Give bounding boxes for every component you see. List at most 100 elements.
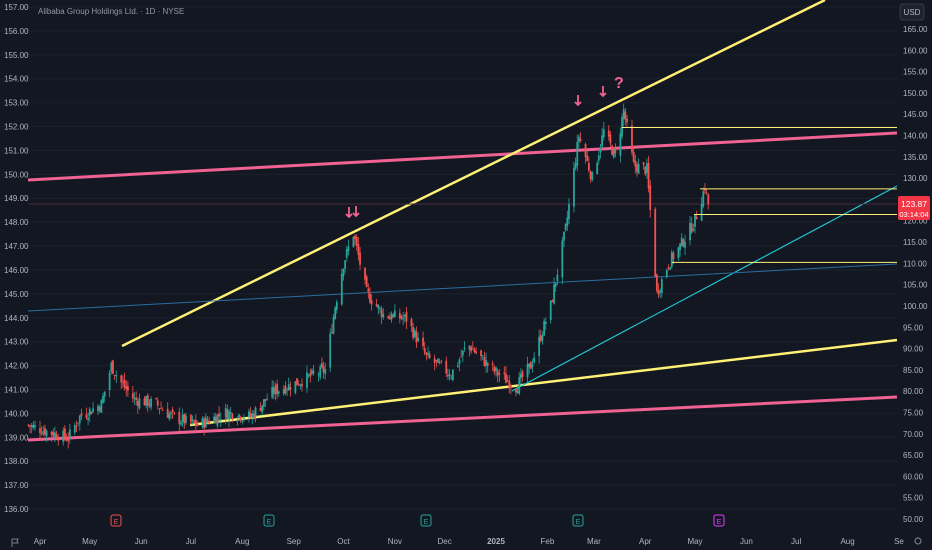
candle-body (586, 155, 589, 161)
candle-body (702, 191, 705, 207)
candle-body (498, 373, 501, 376)
right-axis-tick: 115.00 (903, 238, 927, 247)
candle-body (614, 147, 617, 154)
bar-countdown: 03:14:04 (899, 210, 928, 219)
candle-body (345, 249, 348, 258)
time-axis-tick: Sep (287, 537, 302, 546)
candle-body (254, 407, 257, 417)
candle-body (54, 432, 56, 438)
left-axis[interactable]: 157.00 156.00 155.00 154.00 153.00 152.00 151.… (4, 3, 29, 514)
candle-body (173, 412, 176, 414)
candle-body (690, 223, 693, 233)
candle-body (206, 419, 209, 422)
earnings-label: E (267, 519, 272, 526)
candle-body (135, 398, 138, 400)
candle-body (133, 397, 136, 400)
candle-body (445, 360, 448, 374)
candle-body (435, 360, 438, 361)
chart-title: Alibaba Group Holdings Ltd. · 1D · NYSE (38, 7, 184, 16)
right-axis-tick: 100.00 (903, 302, 928, 311)
candle-body (42, 431, 45, 435)
earnings-e-icon[interactable] (110, 514, 122, 527)
candle-body (403, 314, 406, 317)
down-arrow-icon (352, 206, 360, 218)
candle-body (143, 398, 146, 406)
candle-body (670, 252, 673, 268)
candle-body (299, 384, 302, 386)
candle-body (309, 373, 312, 377)
left-axis-tick: 138.00 (4, 457, 29, 466)
upper-channel-line[interactable] (121, 0, 826, 348)
trendlines[interactable] (27, 0, 898, 442)
candle-body (322, 365, 325, 373)
candle-body (456, 365, 459, 367)
candle-body (196, 423, 199, 426)
candle-body (667, 267, 670, 269)
candle-body (601, 135, 604, 147)
candle-body (584, 143, 587, 158)
candle-body (483, 356, 486, 366)
candle-body (579, 139, 582, 141)
blue-trendline[interactable] (27, 263, 898, 312)
candle-body (296, 378, 298, 386)
candle-body (100, 400, 103, 413)
earnings-e-icon[interactable] (572, 514, 584, 527)
candle-body (171, 409, 174, 412)
left-axis-tick: 145.00 (4, 290, 29, 299)
right-axis-panel[interactable] (897, 0, 932, 534)
candle-body (251, 413, 254, 418)
candle-body (528, 363, 531, 368)
flag-icon[interactable] (11, 538, 19, 547)
time-axis-panel[interactable] (0, 534, 932, 550)
candle-body (679, 243, 681, 251)
time-axis[interactable]: Apr May Jun Jul Aug Sep Oct Nov Dec 2025 Feb Mar Apr… (34, 537, 905, 546)
teal-trendline[interactable] (511, 185, 898, 392)
candle-body (481, 355, 484, 357)
time-axis-tick: Jul (186, 537, 196, 546)
candle-body (347, 246, 350, 252)
support-line-pink[interactable] (27, 395, 898, 442)
candle-body (669, 267, 672, 270)
candle-body (461, 350, 464, 356)
candle-body (160, 408, 162, 410)
down-arrow-icon (574, 95, 582, 107)
resistance-line-pink[interactable] (27, 131, 898, 182)
candle-body (219, 418, 222, 420)
left-axis-tick: 143.00 (4, 338, 29, 347)
time-axis-tick: Mar (587, 537, 601, 546)
candle-body (659, 290, 662, 293)
candle-body (475, 351, 478, 354)
candle-body (624, 111, 627, 120)
candle-body (609, 134, 612, 144)
earnings-e-icon[interactable] (420, 514, 432, 527)
candle-body (684, 241, 686, 248)
lower-channel-line[interactable] (189, 338, 898, 427)
candle-body (332, 317, 335, 334)
candle-body (529, 361, 532, 369)
earnings-e-icon[interactable] (263, 514, 275, 527)
left-axis-tick: 151.00 (4, 146, 29, 155)
candle-body (266, 399, 269, 401)
settings-gear-icon[interactable] (914, 537, 922, 545)
right-axis-tick: 145.00 (903, 110, 928, 119)
candle-body (375, 304, 378, 307)
candle-body (264, 398, 267, 402)
candle-body (365, 276, 368, 288)
candle-body (382, 313, 385, 318)
earnings-e-icon[interactable] (713, 514, 725, 527)
candle-body (88, 408, 91, 416)
candle-body (621, 117, 623, 137)
left-axis-tick: 137.00 (4, 481, 29, 490)
candle-body (77, 422, 80, 424)
candle-body (92, 408, 94, 412)
candle-body (543, 320, 546, 336)
candle-body (677, 247, 680, 259)
candle-body (437, 358, 439, 363)
candle-body (626, 118, 628, 123)
annotation-marks: ? (345, 75, 624, 219)
currency-button[interactable]: USD (899, 3, 925, 21)
candle-body (704, 188, 706, 191)
candle-body (50, 431, 53, 435)
